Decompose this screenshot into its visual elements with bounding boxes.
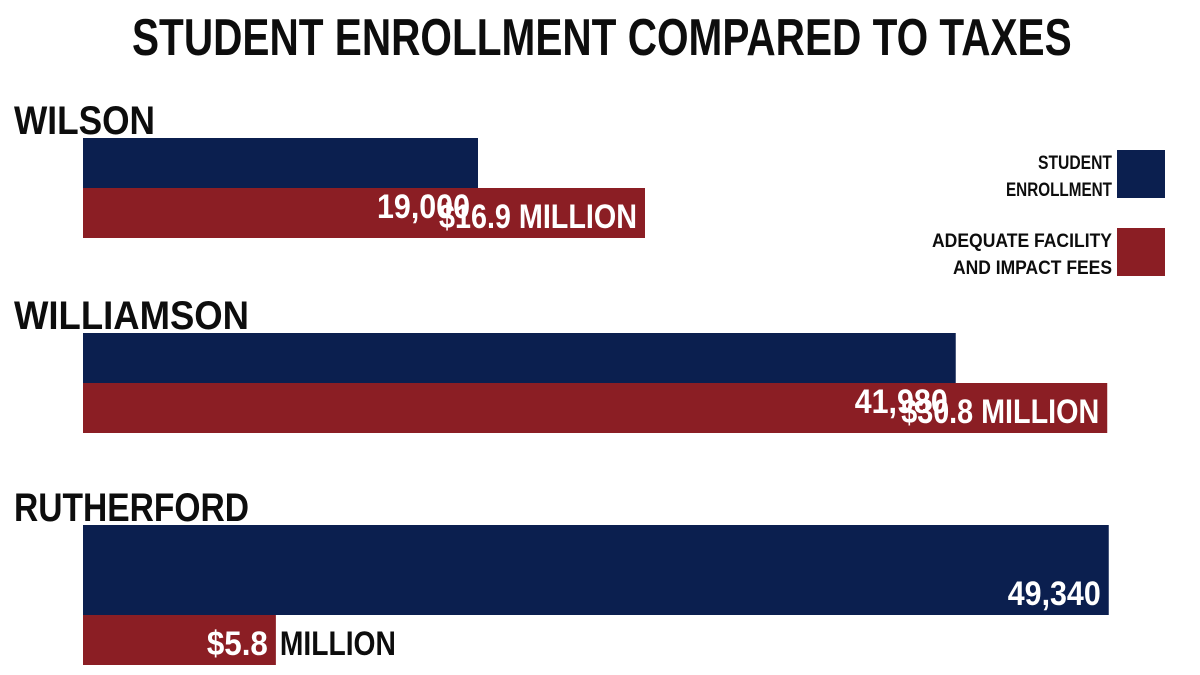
county-label-williamson: WILLIAMSON [14, 294, 249, 338]
fees-bar-wilson [83, 188, 645, 238]
legend-label-adequate-facility-and-impact-fees-line-1: ADEQUATE FACILITY [932, 231, 1112, 252]
fees-bar-rutherford [83, 615, 276, 665]
fees-value-suffix-rutherford: MILLION [280, 625, 396, 663]
enrollment-value-label-wilson: 19,000 [377, 188, 470, 226]
legend-label-student-enrollment-line-2: ENROLLMENT [1006, 180, 1112, 201]
legend-label-student-enrollment-line-1: STUDENT [1038, 153, 1112, 174]
enrollment-value-label-rutherford: 49,340 [1008, 575, 1101, 613]
legend-swatch-adequate-facility-and-impact-fees [1117, 228, 1165, 276]
chart-title: STUDENT ENROLLMENT COMPARED TO TAXES [132, 9, 1072, 67]
fees-value-label-wilson: $16.9 MILLION [439, 198, 637, 236]
enrollment-value-label-williamson: 41,980 [855, 383, 948, 421]
fees-value-label-williamson: $30.8 MILLION [901, 393, 1099, 431]
enrollment-bar-rutherford [83, 525, 1109, 615]
fees-value-label-rutherford: $5.8 [207, 625, 268, 663]
legend-label-adequate-facility-and-impact-fees-line-2: AND IMPACT FEES [953, 258, 1112, 279]
legend-swatch-student-enrollment [1117, 150, 1165, 198]
fees-bar-williamson [83, 383, 1108, 433]
county-label-rutherford: RUTHERFORD [14, 486, 249, 530]
county-label-wilson: WILSON [14, 99, 155, 143]
